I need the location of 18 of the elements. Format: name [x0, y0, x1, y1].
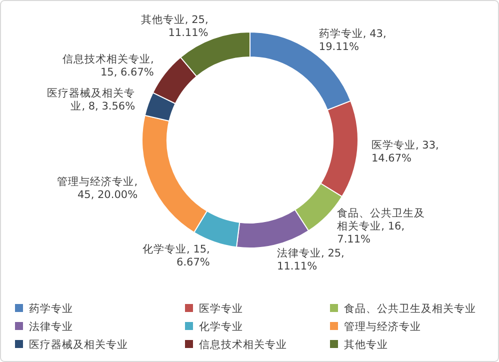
legend-label: 化学专业	[199, 320, 243, 333]
legend-label: 管理与经济专业	[344, 320, 421, 333]
legend-label: 医学专业	[199, 302, 243, 315]
data-label: 医疗器械及相关专业, 8, 3.56%	[47, 86, 136, 113]
data-label: 其他专业, 25, 11.11%	[140, 12, 208, 39]
legend-label: 医疗器械及相关专业	[29, 338, 128, 351]
legend-label: 食品、公共卫生及相关专业	[344, 302, 476, 315]
data-label: 药学专业, 43, 19.11%	[318, 26, 386, 53]
legend-label: 药学专业	[29, 302, 73, 315]
data-label: 法律专业, 25, 11.11%	[277, 246, 344, 272]
legend-label: 其他专业	[344, 338, 388, 351]
data-label: 化学专业, 15, 6.67%	[142, 242, 210, 269]
legend-label: 法律专业	[29, 320, 73, 333]
data-label: 医学专业, 33, 14.67%	[372, 138, 439, 165]
data-label: 信息技术相关专业, 15, 6.67%	[62, 52, 154, 78]
data-label: 管理与经济专业, 45, 20.00%	[57, 174, 138, 201]
legend-label: 信息技术相关专业	[199, 338, 287, 351]
data-label: 食品、公共卫生及相关专业, 16, 7.11%	[337, 206, 426, 246]
